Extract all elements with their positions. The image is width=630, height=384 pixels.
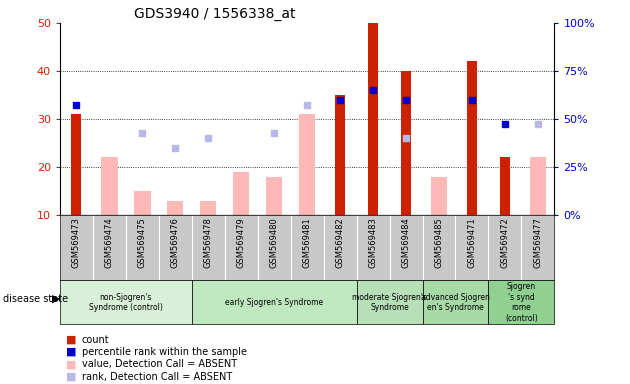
Bar (233, 172, 249, 215)
Text: GSM569485: GSM569485 (435, 217, 444, 268)
Text: early Sjogren's Syndrome: early Sjogren's Syndrome (225, 298, 323, 307)
Text: ▶: ▶ (52, 293, 60, 304)
Bar (200, 200, 217, 215)
Text: GSM569481: GSM569481 (302, 217, 312, 268)
Text: GSM569483: GSM569483 (369, 217, 377, 268)
Bar (335, 95, 345, 215)
Text: ■: ■ (66, 372, 77, 382)
Text: GSM569472: GSM569472 (500, 217, 510, 268)
Text: GSM569473: GSM569473 (72, 217, 81, 268)
Bar (357, 280, 423, 324)
Bar (299, 114, 316, 215)
Text: GSM569475: GSM569475 (138, 217, 147, 268)
Text: disease state: disease state (3, 293, 68, 304)
Bar (401, 71, 411, 215)
Text: rank, Detection Call = ABSENT: rank, Detection Call = ABSENT (82, 372, 232, 382)
Text: non-Sjogren's
Syndrome (control): non-Sjogren's Syndrome (control) (89, 293, 163, 312)
Bar (467, 61, 477, 215)
Text: advanced Sjogren
en's Syndrome: advanced Sjogren en's Syndrome (421, 293, 490, 312)
Bar (266, 177, 282, 215)
Text: value, Detection Call = ABSENT: value, Detection Call = ABSENT (82, 359, 237, 369)
Text: GDS3940 / 1556338_at: GDS3940 / 1556338_at (134, 7, 295, 21)
Bar (530, 157, 546, 215)
Text: ■: ■ (66, 335, 77, 345)
Text: GSM569476: GSM569476 (171, 217, 180, 268)
Text: ■: ■ (66, 359, 77, 369)
Bar (431, 177, 447, 215)
Text: count: count (82, 335, 110, 345)
Text: GSM569479: GSM569479 (237, 217, 246, 268)
Bar (71, 114, 81, 215)
Text: GSM569474: GSM569474 (105, 217, 114, 268)
Bar (488, 280, 554, 324)
Bar (423, 280, 488, 324)
Bar (192, 280, 357, 324)
Text: GSM569471: GSM569471 (467, 217, 476, 268)
Bar (368, 23, 378, 215)
Text: Sjogren
's synd
rome
(control): Sjogren 's synd rome (control) (505, 282, 538, 323)
Bar (500, 157, 510, 215)
Text: percentile rank within the sample: percentile rank within the sample (82, 347, 247, 357)
Text: GSM569478: GSM569478 (203, 217, 213, 268)
Bar (101, 157, 118, 215)
Text: GSM569480: GSM569480 (270, 217, 278, 268)
Text: GSM569477: GSM569477 (534, 217, 542, 268)
Bar (60, 280, 192, 324)
Text: GSM569482: GSM569482 (336, 217, 345, 268)
Bar (167, 200, 183, 215)
Bar (134, 191, 151, 215)
Text: GSM569484: GSM569484 (401, 217, 411, 268)
Text: moderate Sjogren's
Syndrome: moderate Sjogren's Syndrome (352, 293, 427, 312)
Text: ■: ■ (66, 347, 77, 357)
